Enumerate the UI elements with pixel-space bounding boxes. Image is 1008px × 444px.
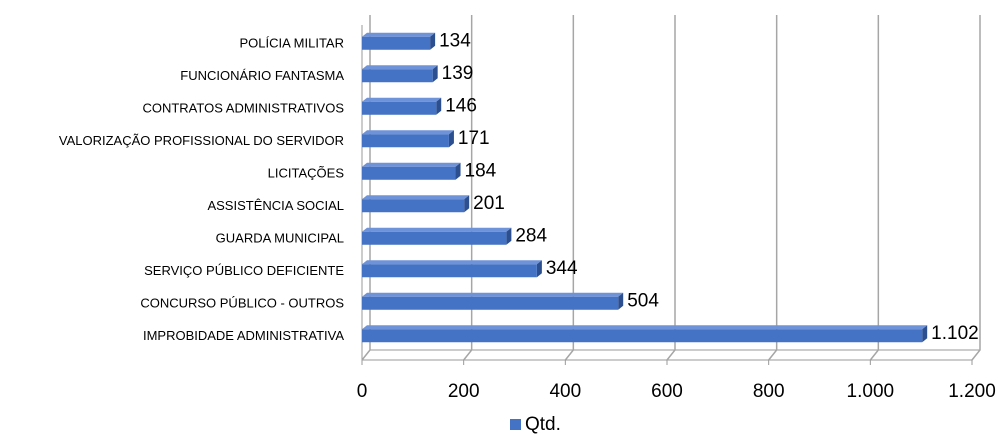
grid-line: [666, 15, 676, 361]
bar-end: [464, 195, 470, 213]
legend-label: Qtd.: [525, 414, 561, 435]
x-tick-label: 1.200: [948, 381, 996, 402]
bar-top: [362, 227, 512, 232]
grid-line: [768, 15, 778, 361]
bar-top: [362, 260, 542, 265]
grid-line: [361, 15, 371, 361]
y-tick-label: CONTRATOS ADMINISTRATIVOS: [142, 101, 344, 116]
x-tick-label: 800: [753, 381, 785, 402]
bar: [362, 329, 923, 343]
bar-top: [362, 130, 454, 135]
value-label: 344: [546, 258, 578, 279]
value-label: 146: [445, 95, 477, 116]
bar: [362, 296, 619, 310]
bar-top: [362, 325, 928, 330]
value-label: 504: [627, 290, 659, 311]
bar-end: [536, 260, 542, 278]
bar-end: [922, 325, 928, 343]
legend-swatch: [510, 419, 521, 430]
y-tick-label: ASSISTÊNCIA SOCIAL: [207, 198, 344, 213]
value-label: 201: [473, 193, 505, 214]
y-tick-label: LICITAÇÕES: [268, 166, 345, 181]
value-label: 284: [515, 225, 547, 246]
y-tick-label: POLÍCIA MILITAR: [239, 36, 344, 51]
bar-end: [448, 130, 454, 148]
grid-line: [463, 15, 473, 361]
bar: [362, 231, 507, 245]
bar-top: [362, 195, 470, 200]
grid-line: [564, 15, 575, 361]
bar-end: [618, 292, 624, 310]
bar: [362, 134, 449, 148]
y-tick-label: CONCURSO PÚBLICO - OUTROS: [140, 296, 344, 311]
bar: [362, 264, 537, 278]
x-tick-label: 400: [549, 381, 581, 402]
x-tick-label: 0: [357, 381, 368, 402]
y-tick-label: GUARDA MUNICIPAL: [216, 231, 344, 246]
bar-end: [455, 162, 461, 180]
y-tick-label: VALORIZAÇÃO PROFISSIONAL DO SERVIDOR: [59, 133, 344, 148]
bar-top: [362, 292, 624, 297]
bar-end: [436, 97, 442, 115]
bar-top: [362, 32, 436, 37]
bar: [362, 69, 433, 83]
value-label: 134: [439, 30, 471, 51]
value-label: 139: [442, 63, 474, 84]
x-tick-label: 200: [448, 381, 480, 402]
x-tick-label: 600: [651, 381, 683, 402]
grid-line: [971, 15, 981, 361]
value-label: 184: [465, 160, 497, 181]
bar: [362, 36, 431, 50]
y-tick-label: SERVIÇO PÚBLICO DEFICIENTE: [144, 263, 344, 278]
bar-top: [362, 97, 442, 102]
value-label: 171: [458, 128, 490, 149]
bar-top: [362, 65, 438, 70]
x-tick-label: 1.000: [847, 381, 895, 402]
bar-end: [506, 227, 512, 245]
value-label: 1.102: [931, 323, 979, 344]
bar-end: [430, 32, 436, 50]
bar: [362, 199, 465, 213]
bar-top: [362, 162, 461, 167]
y-tick-label: IMPROBIDADE ADMINISTRATIVA: [143, 328, 344, 343]
bar-end: [432, 65, 438, 83]
y-tick-label: FUNCIONÁRIO FANTASMA: [180, 68, 344, 83]
bar: [362, 101, 437, 115]
bar: [362, 166, 456, 180]
grid-line: [869, 15, 880, 361]
